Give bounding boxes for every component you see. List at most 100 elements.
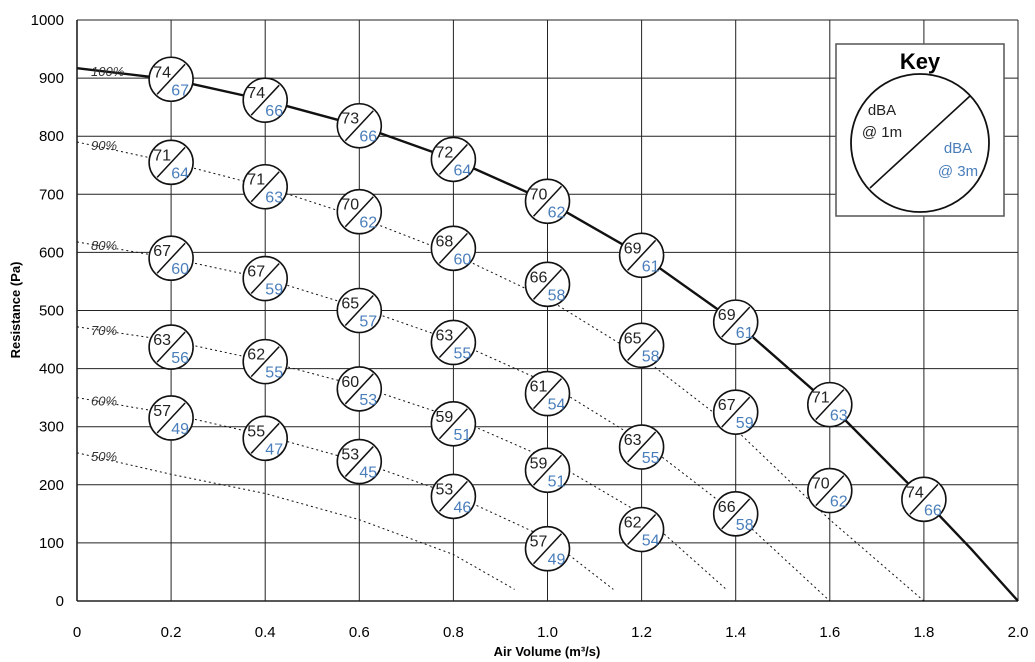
bubble-dba-1m: 66 (718, 499, 736, 516)
x-tick-label: 0 (73, 624, 81, 641)
bubble-dba-1m: 71 (812, 390, 830, 407)
x-axis-title: Air Volume (m³/s) (494, 644, 601, 659)
bubble-dba-1m: 55 (247, 423, 265, 440)
bubble-dba-3m: 55 (642, 450, 660, 467)
bubble-dba-1m: 70 (530, 186, 548, 203)
bubble-dba-3m: 61 (642, 258, 660, 275)
bubble-dba-3m: 56 (171, 350, 189, 367)
bubble-dba-3m: 64 (454, 162, 472, 179)
y-axis-title: Resistance (Pa) (8, 262, 23, 359)
curve-label: 100% (91, 64, 124, 79)
bubble-dba-3m: 47 (265, 441, 283, 458)
bubble-dba-3m: 54 (548, 397, 566, 414)
curve-label: 90% (91, 138, 117, 153)
x-tick-label: 1.2 (631, 624, 652, 641)
bubble-dba-3m: 63 (265, 190, 283, 207)
bubble-dba-1m: 61 (530, 379, 548, 396)
bubble-dba-3m: 58 (548, 287, 566, 304)
bubble-dba-1m: 63 (624, 432, 642, 449)
key-top-line2: @ 1m (862, 124, 902, 141)
y-tick-label: 800 (39, 128, 64, 145)
bubble-divider (344, 446, 374, 478)
y-tick-label: 0 (56, 593, 64, 610)
x-tick-label: 0.2 (161, 624, 182, 641)
bubble-dba-1m: 60 (341, 374, 359, 391)
y-tick-label: 400 (39, 361, 64, 378)
y-tick-label: 500 (39, 303, 64, 320)
bubble-dba-3m: 58 (642, 348, 660, 365)
x-tick-label: 1.6 (819, 624, 840, 641)
bubble-divider (438, 232, 468, 264)
bubble-dba-1m: 59 (436, 409, 454, 426)
bubble-dba-1m: 67 (153, 243, 171, 260)
bubble-dba-1m: 65 (624, 330, 642, 347)
bubble-divider (156, 242, 186, 274)
x-tick-label: 2.0 (1008, 624, 1029, 641)
bubble-divider (438, 480, 468, 512)
bubble-divider (344, 110, 374, 142)
bubble-divider (344, 196, 374, 228)
bubble-dba-3m: 54 (642, 533, 660, 550)
curve-label: 60% (91, 394, 117, 409)
bubble-dba-3m: 49 (548, 552, 566, 569)
bubble-dba-3m: 62 (548, 204, 566, 221)
y-tick-label: 900 (39, 70, 64, 87)
key-top-line1: dBA (868, 102, 896, 119)
bubble-divider (815, 389, 845, 421)
bubble-divider (156, 63, 186, 95)
bubble-dba-1m: 74 (153, 64, 171, 81)
bubble-dba-3m: 57 (359, 314, 377, 331)
key-legend: Key dBA @ 1m dBA @ 3m (835, 43, 1005, 217)
bubble-dba-1m: 72 (436, 144, 454, 161)
bubble-divider (250, 171, 280, 203)
bubble-dba-1m: 62 (624, 515, 642, 532)
bubble-dba-3m: 60 (171, 261, 189, 278)
bubble-dba-3m: 55 (265, 365, 283, 382)
fan-curve-line (76, 452, 515, 590)
bubble-dba-3m: 60 (454, 251, 472, 268)
y-tick-label: 100 (39, 535, 64, 552)
bubble-divider (532, 454, 563, 486)
bubble-dba-3m: 63 (830, 408, 848, 425)
bubble-dba-1m: 71 (247, 172, 265, 189)
bubble-dba-1m: 57 (530, 534, 548, 551)
bubble-dba-1m: 69 (624, 240, 642, 257)
bubble-dba-3m: 49 (171, 421, 189, 438)
bubble-dba-1m: 73 (341, 111, 359, 128)
bubble-divider (156, 331, 186, 363)
y-tick-label: 700 (39, 186, 64, 203)
bubble-dba-3m: 61 (736, 325, 754, 342)
bubble-divider (909, 483, 939, 515)
bubble-divider (627, 329, 657, 361)
curve-label: 50% (91, 449, 117, 464)
bubble-dba-1m: 70 (341, 197, 359, 214)
x-tick-label: 1.8 (913, 624, 934, 641)
bubble-dba-1m: 74 (247, 85, 265, 102)
y-tick-label: 600 (39, 244, 64, 261)
bubble-divider (250, 263, 280, 295)
bubble-dba-3m: 59 (736, 415, 754, 432)
key-divider (869, 95, 971, 189)
